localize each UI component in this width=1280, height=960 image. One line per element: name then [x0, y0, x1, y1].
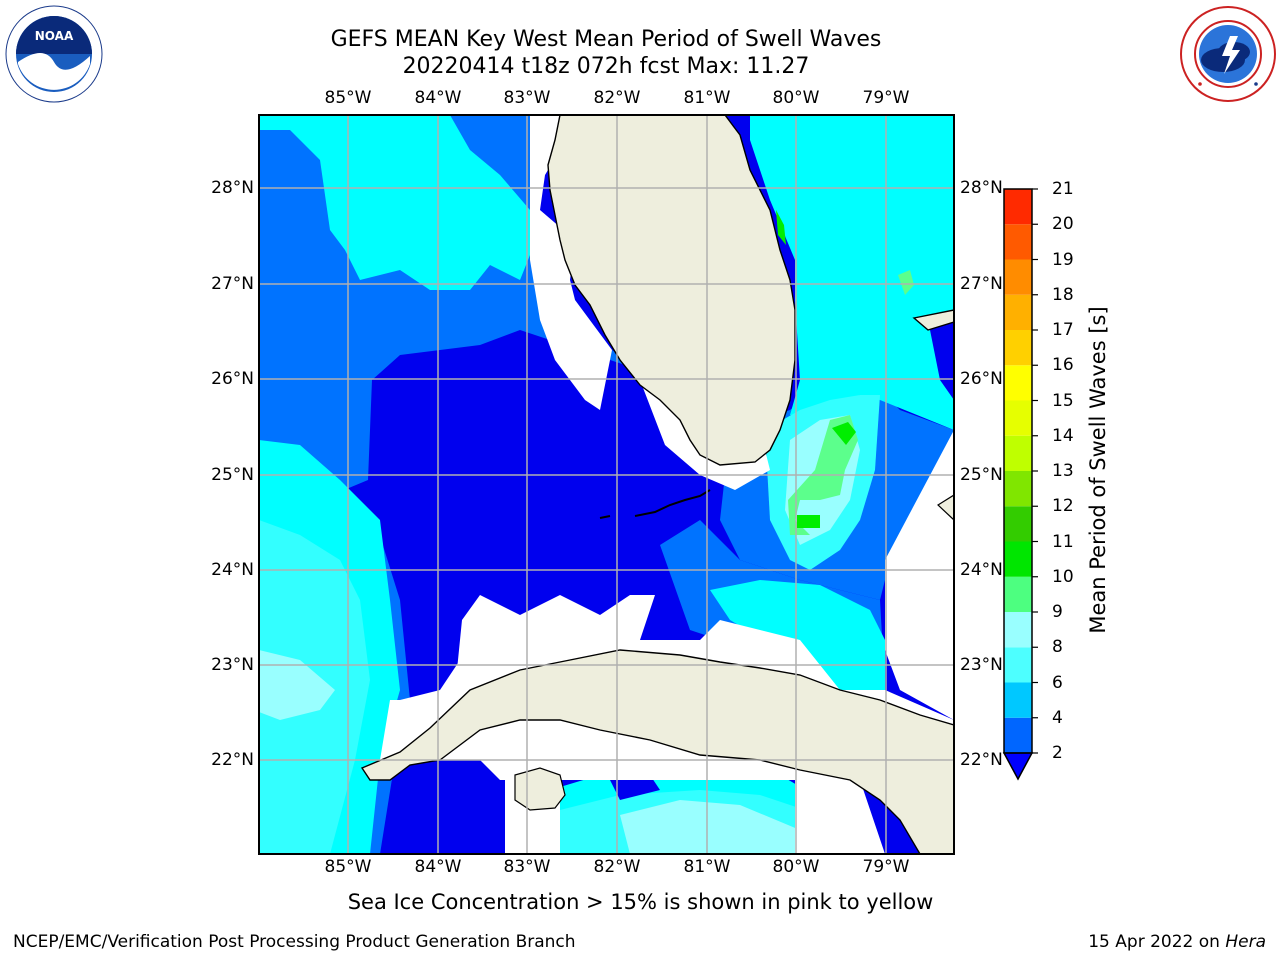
colorbar-segment	[1004, 294, 1032, 330]
colorbar-tick-label: 9	[1052, 602, 1063, 622]
colorbar-segment	[1004, 717, 1032, 753]
lat-label-left: 25°N	[211, 465, 254, 485]
footer-host: Hera	[1225, 932, 1266, 952]
colorbar-tick-label: 17	[1052, 320, 1074, 340]
colorbar-segment	[1004, 330, 1032, 366]
lat-label-left: 28°N	[211, 178, 254, 198]
map-frame	[258, 114, 955, 855]
colorbar-tick-label: 12	[1052, 496, 1074, 517]
lat-label-right: 22°N	[960, 750, 1003, 770]
colorbar-segment	[1004, 682, 1032, 718]
colorbar-title: Mean Period of Swell Waves [s]	[1086, 306, 1110, 634]
colorbar-tick-label: 21	[1052, 179, 1074, 199]
colorbar-segment	[1004, 471, 1032, 507]
lat-label-left: 23°N	[211, 655, 254, 675]
lat-label-right: 23°N	[960, 655, 1003, 675]
lon-label-top: 82°W	[593, 88, 641, 108]
lon-label-top: 83°W	[503, 88, 551, 108]
colorbar-segment	[1004, 259, 1032, 295]
colorbar-tick-label: 4	[1052, 707, 1063, 728]
colorbar-tick-label: 18	[1052, 284, 1074, 305]
lon-label-bottom: 81°W	[683, 857, 731, 877]
lat-label-left: 27°N	[211, 274, 254, 294]
field-10-11-atl3	[776, 210, 786, 245]
lat-label-right: 27°N	[960, 274, 1003, 294]
chart-title: GEFS MEAN Key West Mean Period of Swell …	[330, 27, 882, 52]
colorbar-tick-label: 19	[1052, 249, 1074, 270]
colorbar-segment	[1004, 400, 1032, 436]
field-4-6-west	[259, 115, 530, 290]
colorbar-segment	[1004, 576, 1032, 612]
colorbar-tick-label: 2	[1052, 743, 1063, 763]
nws-logo-icon	[1180, 6, 1276, 102]
land-isla-juventud	[514, 767, 566, 811]
colorbar-tick-label: 20	[1052, 214, 1074, 235]
colorbar-tick-label: 14	[1052, 425, 1074, 446]
lat-label-right: 28°N	[960, 178, 1003, 198]
noaa-logo-text: NOAA	[35, 29, 74, 43]
field-4-6-atl	[750, 115, 954, 430]
land-bahamas	[912, 309, 954, 331]
footer-date-text: 15 Apr 2022 on	[1088, 932, 1226, 952]
lon-label-top: 84°W	[414, 88, 462, 108]
colorbar-segment	[1004, 435, 1032, 471]
field-8-9-carib	[620, 800, 810, 854]
colorbar-tick-label: 11	[1052, 531, 1074, 552]
lon-label-bottom: 79°W	[862, 857, 910, 877]
lon-label-bottom: 84°W	[414, 857, 462, 877]
land-keys	[599, 489, 711, 519]
land-cuba	[360, 649, 954, 854]
colorbar-tick-label: 16	[1052, 355, 1074, 376]
noaa-logo-icon: NOAA	[5, 5, 103, 103]
colorbar-segment	[1004, 224, 1032, 260]
lon-label-bottom: 85°W	[324, 857, 372, 877]
sea-ice-note: Sea Ice Concentration > 15% is shown in …	[347, 890, 934, 914]
lon-label-top: 80°W	[772, 88, 820, 108]
colorbar-segment	[1004, 541, 1032, 577]
colorbar-tick-label: 10	[1052, 566, 1074, 587]
colorbar-under-triangle	[1002, 752, 1034, 781]
lon-label-bottom: 80°W	[772, 857, 820, 877]
land-florida	[547, 115, 796, 466]
field-9-10-atl4	[898, 270, 914, 295]
graticule	[259, 115, 954, 854]
lon-label-top: 79°W	[862, 88, 910, 108]
field-10-11-atl	[832, 422, 856, 445]
colorbar-tick-label: 8	[1052, 637, 1063, 658]
lat-label-right: 26°N	[960, 369, 1003, 389]
colorbar-segment	[1004, 506, 1032, 542]
colorbar-segment	[1004, 365, 1032, 401]
colorbar	[1002, 188, 1038, 781]
field-10-11-atl2	[797, 515, 820, 528]
colorbar-tick-label: 15	[1052, 390, 1074, 411]
field-4-6-straits	[710, 580, 885, 690]
chart-subtitle: 20220414 t18z 072h fcst Max: 11.27	[402, 54, 810, 79]
colorbar-segment	[1004, 612, 1032, 648]
footer-date: 15 Apr 2022 on Hera	[1088, 932, 1266, 952]
lat-label-left: 24°N	[211, 560, 254, 580]
field-8-9-patch	[259, 650, 335, 720]
lat-label-right: 25°N	[960, 465, 1003, 485]
nodata-atl-east	[885, 430, 954, 720]
colorbar-segment	[1004, 647, 1032, 683]
lon-label-bottom: 82°W	[593, 857, 641, 877]
lon-label-top: 81°W	[683, 88, 731, 108]
land-andros	[937, 494, 954, 521]
footer-credit: NCEP/EMC/Verification Post Processing Pr…	[13, 932, 576, 952]
colorbar-tick-label: 6	[1052, 672, 1063, 693]
lon-label-bottom: 83°W	[503, 857, 551, 877]
lat-label-left: 22°N	[211, 750, 254, 770]
colorbar-segment	[1004, 189, 1032, 225]
lon-label-top: 85°W	[324, 88, 372, 108]
colorbar-tick-label: 13	[1052, 461, 1074, 481]
nodata-atl-east2	[795, 780, 885, 854]
lat-label-right: 24°N	[960, 560, 1003, 580]
lat-label-left: 26°N	[211, 369, 254, 389]
